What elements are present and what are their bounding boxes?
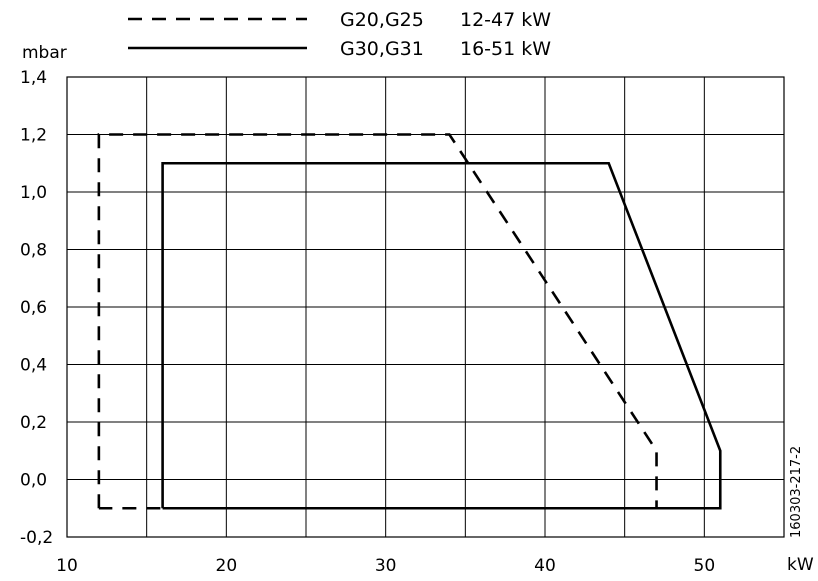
legend-series-name: G20,G25 <box>340 9 424 31</box>
plot-frame <box>66 76 785 538</box>
grid-layer <box>66 76 785 538</box>
legend-series-name: G30,G31 <box>340 38 424 60</box>
y-tick-label: 1,4 <box>20 68 47 88</box>
y-axis-label: mbar <box>22 43 67 63</box>
y-tick-label: 0,0 <box>20 471 47 491</box>
y-tick-label: -0,2 <box>20 528 53 548</box>
y-tick-label: 0,4 <box>20 356 47 376</box>
x-tick-label: 10 <box>56 556 78 576</box>
legend-layer: G20,G25 12-47 kW G30,G31 16-51 kW <box>128 9 551 60</box>
y-tick-label: 1,2 <box>20 126 47 146</box>
y-tick-label: 0,6 <box>20 298 47 318</box>
x-tick-label: 20 <box>216 556 238 576</box>
legend-series-range: 12-47 kW <box>460 9 551 31</box>
y-tick-label: 1,0 <box>20 183 47 203</box>
series-line-1 <box>97 133 658 510</box>
y-tick-label: 0,2 <box>20 413 47 433</box>
legend-series-range: 16-51 kW <box>460 38 551 60</box>
x-tick-label: 50 <box>694 556 716 576</box>
x-axis-label: kW <box>787 555 814 575</box>
x-tick-label: 30 <box>375 556 397 576</box>
figure-code-label: 160303-217-2 <box>789 446 804 538</box>
series-line-2 <box>161 161 722 510</box>
y-tick-label: 0,8 <box>20 241 47 261</box>
x-tick-label: 40 <box>534 556 556 576</box>
axis-layer: -0,2 0,0 0,2 0,4 0,6 0,8 1,0 1,2 1,4 10 20 30 40 50 <box>20 68 785 576</box>
series-layer <box>97 133 722 510</box>
